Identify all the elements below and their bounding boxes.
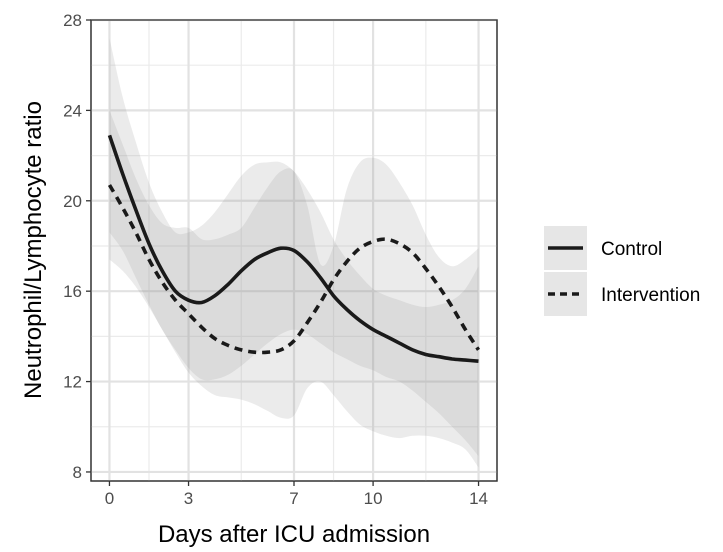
y-tick-label: 24 — [63, 101, 82, 120]
confidence-bands — [109, 38, 479, 468]
y-tick-label: 8 — [73, 463, 82, 482]
x-tick-label: 10 — [364, 489, 383, 508]
y-axis-title: Neutrophil/Lymphocyte ratio — [20, 101, 47, 399]
y-axis-ticks: 8 12 16 20 24 28 — [63, 11, 91, 482]
legend: Control Intervention — [544, 226, 700, 316]
series-line-intervention — [107, 184, 481, 355]
y-tick-label: 28 — [63, 11, 82, 30]
legend-label-control: Control — [601, 239, 662, 260]
x-axis-ticks: 0 3 7 10 14 — [105, 481, 488, 508]
x-tick-label: 7 — [289, 489, 298, 508]
x-tick-label: 3 — [184, 489, 193, 508]
y-tick-label: 16 — [63, 282, 82, 301]
series-line-control — [107, 134, 479, 363]
confidence-band-intervention — [109, 110, 479, 468]
x-tick-label: 14 — [469, 489, 488, 508]
x-axis-title: Days after ICU admission — [158, 521, 430, 548]
y-tick-label: 20 — [63, 192, 82, 211]
confidence-band-control — [109, 38, 479, 457]
series-lines — [107, 134, 481, 363]
legend-label-intervention: Intervention — [601, 285, 700, 306]
x-tick-label: 0 — [105, 489, 114, 508]
y-tick-label: 12 — [63, 373, 82, 392]
